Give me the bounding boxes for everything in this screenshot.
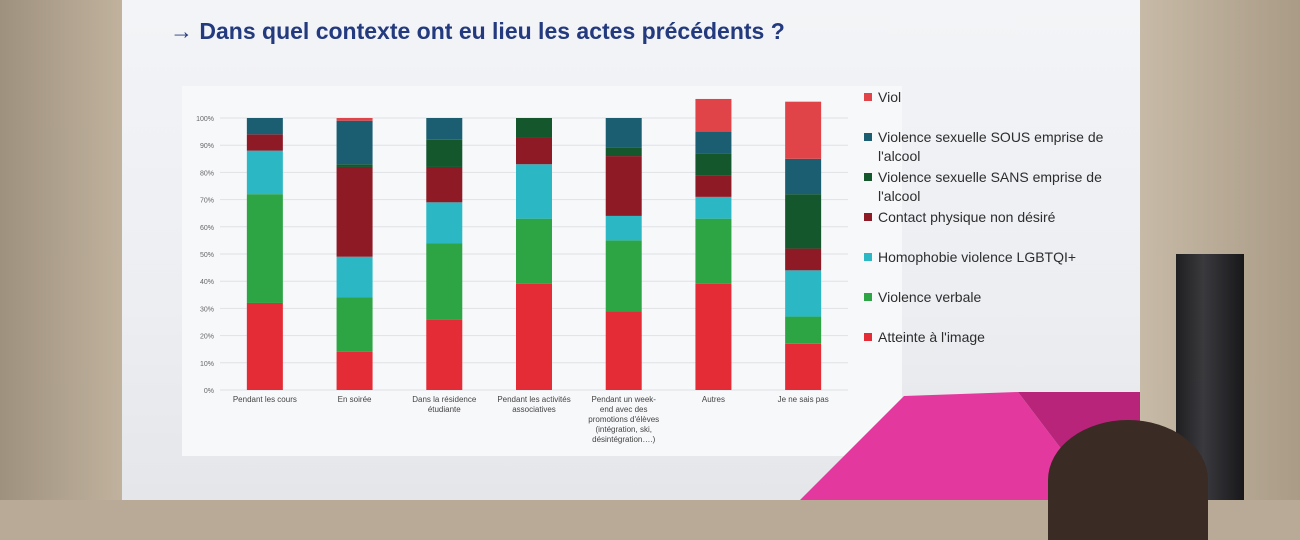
legend-swatch xyxy=(864,93,872,101)
stacked-bar-chart: 0% 10% 20% 30% 40% 50% 60% 70% 80% 90% 100% Pendant… xyxy=(196,98,848,444)
projection-screen: → Dans quel contexte ont eu lieu les act… xyxy=(122,0,1140,500)
bar-segment xyxy=(336,351,373,390)
bar-segment xyxy=(695,98,732,132)
bar-segment xyxy=(605,311,642,390)
y-tick-label: 10% xyxy=(200,361,214,368)
bar-segment xyxy=(785,270,822,317)
bar-segment xyxy=(516,118,552,138)
bar-segment xyxy=(695,283,732,390)
legend-item: Viol xyxy=(864,88,1134,128)
bar-segment xyxy=(605,240,642,312)
legend-label: Violence verbale xyxy=(878,289,982,305)
bar-segment xyxy=(605,156,642,216)
y-tick-label: 90% xyxy=(200,143,214,150)
legend-label: Homophobie violence LGBTQI+ xyxy=(878,249,1077,265)
legend-swatch xyxy=(864,333,872,341)
bar-segment xyxy=(246,118,283,135)
y-tick-label: 50% xyxy=(200,252,214,259)
bar-segment xyxy=(336,164,373,167)
bar-segment xyxy=(695,175,732,197)
x-tick-label: associatives xyxy=(512,405,556,414)
y-tick-label: 0% xyxy=(204,388,214,395)
bar-segment xyxy=(246,134,283,151)
legend-label: Violence sexuelle SANS emprise de l'alco… xyxy=(878,169,1102,204)
legend-item: Contact physique non désiré xyxy=(864,208,1134,248)
x-tick-label: promotions d'élèves xyxy=(588,415,659,424)
chart-plot-area: 0% 10% 20% 30% 40% 50% 60% 70% 80% 90% 100% Pendant… xyxy=(182,86,902,456)
bar-segment xyxy=(605,147,642,157)
legend-item: Atteinte à l'image xyxy=(864,328,1134,368)
x-tick-label: Je ne sais pas xyxy=(778,395,829,404)
x-tick-label: désintégration….) xyxy=(592,435,655,444)
x-tick-label: étudiante xyxy=(428,405,461,414)
wall-left xyxy=(0,0,130,500)
x-tick-label: Pendant un week- xyxy=(591,395,656,404)
y-tick-label: 20% xyxy=(200,334,214,341)
bar-segment xyxy=(695,153,732,176)
bar-segment xyxy=(336,297,373,352)
bar-segment xyxy=(695,218,732,284)
bar-segment xyxy=(516,283,552,390)
bar-segment xyxy=(516,164,552,219)
legend-swatch xyxy=(864,293,872,301)
legend-item: Violence sexuelle SOUS emprise de l'alco… xyxy=(864,128,1134,168)
legend-swatch xyxy=(864,253,872,261)
bar-segment xyxy=(426,139,463,167)
x-tick-label: Pendant les cours xyxy=(233,395,297,404)
bar-segment xyxy=(426,319,463,390)
x-tick-label: En soirée xyxy=(338,395,372,404)
bar-segment xyxy=(336,166,373,257)
legend-swatch xyxy=(864,173,872,181)
legend-label: Viol xyxy=(878,89,902,105)
bar-segment xyxy=(426,243,463,320)
audience-head xyxy=(1048,420,1208,540)
bar-segment xyxy=(426,166,463,203)
bar-segment xyxy=(336,256,373,298)
bar-segment xyxy=(605,118,642,148)
bar-segment xyxy=(246,150,283,195)
bar-segment xyxy=(695,196,732,219)
legend-swatch xyxy=(864,213,872,221)
bar-segment xyxy=(516,218,552,284)
y-tick-label: 70% xyxy=(200,198,214,205)
legend-item: Violence sexuelle SANS emprise de l'alco… xyxy=(864,168,1134,208)
legend-label: Contact physique non désiré xyxy=(878,209,1056,225)
x-tick-label: end avec des xyxy=(600,405,648,414)
chart-legend: Viol Violence sexuelle SOUS emprise de l'… xyxy=(864,88,1134,368)
x-tick-label: (intégration, ski, xyxy=(595,425,651,434)
legend-label: Violence sexuelle SOUS emprise de l'alco… xyxy=(878,129,1104,164)
bar-segment xyxy=(336,120,373,165)
bar-segment xyxy=(785,248,822,271)
bar-segment xyxy=(336,118,373,121)
bar-segment xyxy=(785,343,822,390)
bar-segment xyxy=(426,118,463,140)
legend-swatch xyxy=(864,133,872,141)
legend-item: Violence verbale xyxy=(864,288,1134,328)
x-tick-label: Dans la résidence xyxy=(412,395,477,404)
bar-segment xyxy=(246,194,283,303)
y-tick-label: 30% xyxy=(200,306,214,313)
y-tick-label: 40% xyxy=(200,279,214,286)
y-tick-label: 100% xyxy=(196,116,214,123)
bar-segment xyxy=(785,316,822,344)
x-tick-label: Pendant les activités xyxy=(497,395,570,404)
bar-segment xyxy=(695,131,732,154)
legend-item: Homophobie violence LGBTQI+ xyxy=(864,248,1134,288)
y-tick-label: 80% xyxy=(200,170,214,177)
y-tick-label: 60% xyxy=(200,225,214,232)
bar-segment xyxy=(785,194,822,249)
bar-segment xyxy=(785,158,822,195)
legend-label: Atteinte à l'image xyxy=(878,329,985,345)
bar-segment xyxy=(785,101,822,159)
bar-segment xyxy=(426,202,463,244)
slide-title: → Dans quel contexte ont eu lieu les act… xyxy=(170,18,785,44)
x-tick-label: Autres xyxy=(702,395,725,404)
bar-segment xyxy=(516,137,552,165)
bar-segment xyxy=(246,302,283,390)
bar-segment xyxy=(605,215,642,241)
